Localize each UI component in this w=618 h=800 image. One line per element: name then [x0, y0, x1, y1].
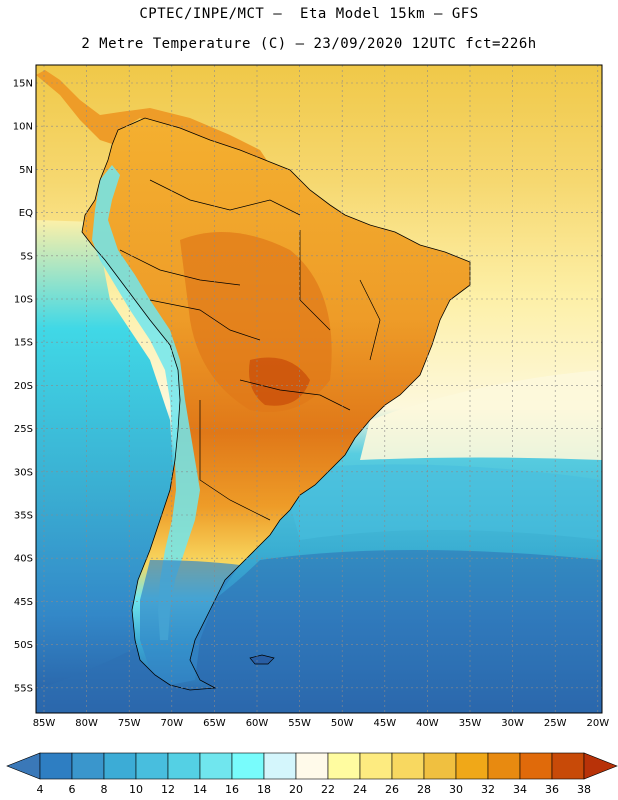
colorbar-swatch — [71, 752, 105, 780]
latitude-label: 55S — [14, 683, 33, 694]
country-borders — [119, 179, 381, 521]
colorbar-swatch — [199, 752, 233, 780]
colorbar-label: 22 — [321, 783, 335, 796]
colorbar-label: 10 — [129, 783, 143, 796]
latitude-label: 50S — [14, 640, 33, 651]
colorbar-label: 8 — [101, 783, 108, 796]
colorbar-right-arrow — [583, 752, 618, 780]
longitude-label: 60W — [246, 718, 269, 729]
colorbar-swatch — [263, 752, 297, 780]
coastline — [81, 117, 471, 691]
latitude-label: 15S — [14, 338, 33, 349]
longitude-label: 40W — [416, 718, 439, 729]
falkland-islands — [249, 654, 275, 665]
longitude-label: 85W — [33, 718, 56, 729]
colorbar-swatch — [39, 752, 73, 780]
latitude-label: EQ — [19, 208, 33, 219]
colorbar-label: 12 — [161, 783, 175, 796]
interior-hottest-core — [249, 357, 310, 406]
map-figure: 15N 10N 5N EQ 5S 10S 15S 20S 25S 30S 35S 40S 45S 50S 5… — [13, 64, 609, 729]
colorbar-swatch — [391, 752, 425, 780]
colorbar-label: 34 — [513, 783, 527, 796]
chart-subtitle: 2 Metre Temperature (C) – 23/09/2020 12U… — [81, 36, 537, 52]
colorbar-swatch — [167, 752, 201, 780]
latitude-label: 20S — [14, 381, 33, 392]
longitude-label: 20W — [586, 718, 609, 729]
colorbar-label: 18 — [257, 783, 271, 796]
colorbar-label: 28 — [417, 783, 431, 796]
colorbar: 4 6 8 10 12 14 16 18 20 22 24 26 28 30 32 34 36 38 — [6, 752, 618, 796]
colorbar-swatch — [487, 752, 521, 780]
latitude-label: 25S — [14, 424, 33, 435]
latitude-label: 35S — [14, 511, 33, 522]
colorbar-label: 4 — [37, 783, 44, 796]
longitude-label: 30W — [501, 718, 524, 729]
colorbar-label: 20 — [289, 783, 303, 796]
south-atlantic-cool-field — [280, 464, 602, 540]
latitude-label: 30S — [14, 467, 33, 478]
latitude-label: 40S — [14, 554, 33, 565]
longitude-label: 80W — [75, 718, 98, 729]
chart-title: CPTEC/INPE/MCT – Eta Model 15km – GFS — [139, 6, 479, 22]
andes-cool-strip — [92, 165, 200, 640]
longitude-label: 70W — [160, 718, 183, 729]
longitude-label: 75W — [118, 718, 141, 729]
latitude-label: 15N — [13, 79, 33, 90]
latitude-label: 10N — [13, 122, 33, 133]
longitude-label: 35W — [459, 718, 482, 729]
colorbar-swatch — [519, 752, 553, 780]
colorbar-swatch — [295, 752, 329, 780]
colorbar-swatch — [423, 752, 457, 780]
colorbar-label: 36 — [545, 783, 559, 796]
colorbar-label: 24 — [353, 783, 367, 796]
longitude-label: 65W — [203, 718, 226, 729]
colorbar-swatch — [135, 752, 169, 780]
colorbar-swatch — [551, 752, 585, 780]
colorbar-label: 32 — [481, 783, 495, 796]
colorbar-swatch — [455, 752, 489, 780]
colorbar-swatch — [327, 752, 361, 780]
colorbar-label: 26 — [385, 783, 399, 796]
colorbar-left-arrow — [6, 752, 41, 780]
patagonia-cold-field — [140, 560, 240, 685]
colorbar-label: 38 — [577, 783, 591, 796]
colorbar-label: 30 — [449, 783, 463, 796]
longitude-label: 45W — [373, 718, 396, 729]
latitude-label: 45S — [14, 597, 33, 608]
latitude-label: 5S — [20, 251, 33, 262]
longitude-label: 25W — [544, 718, 567, 729]
colorbar-swatch — [359, 752, 393, 780]
colorbar-label: 14 — [193, 783, 207, 796]
graticule — [36, 65, 602, 713]
colorbar-label: 16 — [225, 783, 239, 796]
longitude-label: 50W — [331, 718, 354, 729]
longitude-label: 55W — [288, 718, 311, 729]
map-field — [36, 65, 602, 713]
colorbar-label: 6 — [69, 783, 76, 796]
colorbar-swatch — [231, 752, 265, 780]
latitude-label: 10S — [14, 295, 33, 306]
map-frame — [35, 64, 603, 714]
colorbar-swatch — [103, 752, 137, 780]
subtropical-warm-field — [360, 370, 602, 460]
latitude-label: 5N — [19, 165, 33, 176]
